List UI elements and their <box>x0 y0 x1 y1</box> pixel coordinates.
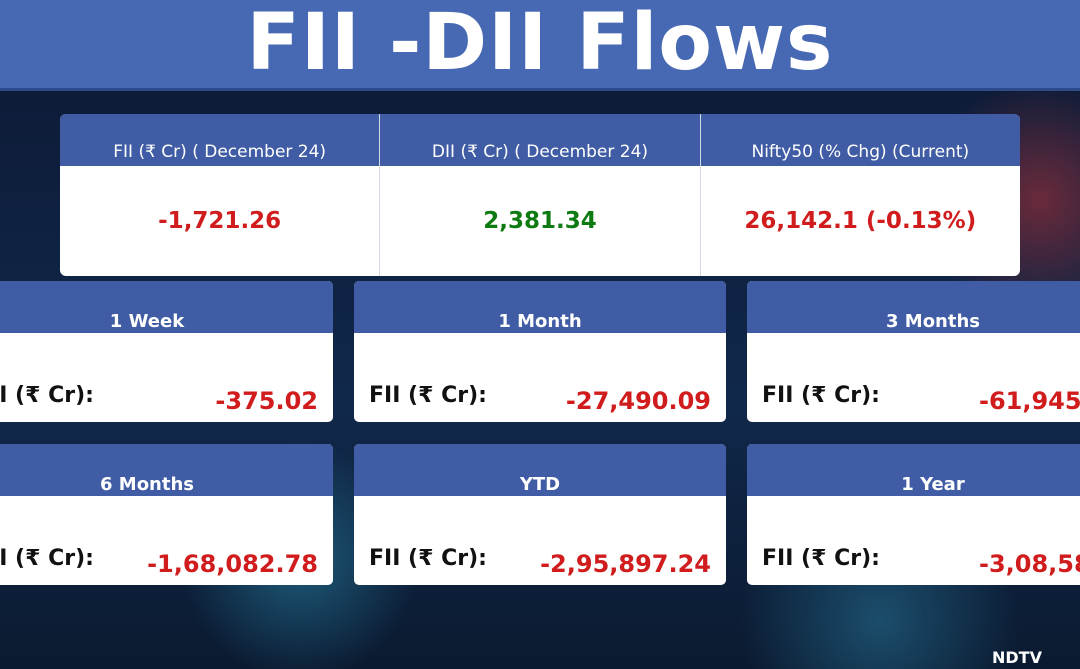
column-value: 2,381.34 <box>483 208 597 234</box>
card-value: -27,490.09 <box>565 387 711 415</box>
card-header: 3 Months <box>747 281 1080 333</box>
card-value: -1,68,082.78 <box>147 550 318 578</box>
column-header: FII (₹ Cr) ( December 24) <box>60 114 380 166</box>
card-label: FII (₹ Cr): <box>0 546 94 571</box>
card-header: YTD <box>354 444 726 496</box>
card-header: 1 Week <box>0 281 333 333</box>
summary-column: Nifty50 (% Chg) (Current) 26,142.1 (-0.13… <box>700 114 1020 276</box>
title: FII -DII Flows <box>246 0 834 88</box>
column-header: DII (₹ Cr) ( December 24) <box>380 114 700 166</box>
summary-column: DII (₹ Cr) ( December 24) 2,381.34 <box>380 114 701 276</box>
card-label: FII (₹ Cr): <box>0 383 94 408</box>
period-card: 1 Month FII (₹ Cr): -27,490.09 <box>354 281 726 422</box>
column-header: Nifty50 (% Chg) (Current) <box>700 114 1020 166</box>
card-value: -61,945.4 <box>979 387 1080 415</box>
period-card: 6 Months FII (₹ Cr): -1,68,082.78 <box>0 444 333 585</box>
card-header: 1 Month <box>354 281 726 333</box>
column-value: -1,721.26 <box>158 208 282 234</box>
card-label: FII (₹ Cr): <box>369 383 487 408</box>
card-value: -2,95,897.24 <box>540 550 711 578</box>
card-label: FII (₹ Cr): <box>369 546 487 571</box>
period-card: 1 Year FII (₹ Cr): -3,08,589.7 <box>747 444 1080 585</box>
card-value: -3,08,589.7 <box>979 550 1080 578</box>
card-label: FII (₹ Cr): <box>762 546 880 571</box>
period-card: YTD FII (₹ Cr): -2,95,897.24 <box>354 444 726 585</box>
card-header: 6 Months <box>0 444 333 496</box>
card-value: -375.02 <box>215 387 318 415</box>
card-header: 1 Year <box>747 444 1080 496</box>
summary-column: FII (₹ Cr) ( December 24) -1,721.26 <box>60 114 381 276</box>
title-bar: FII -DII Flows <box>0 0 1080 91</box>
summary-table: FII (₹ Cr) ( December 24) -1,721.26 DII (₹… <box>60 114 1020 276</box>
card-label: FII (₹ Cr): <box>762 383 880 408</box>
period-card: 1 Week FII (₹ Cr): -375.02 <box>0 281 333 422</box>
period-card: 3 Months FII (₹ Cr): -61,945.4 <box>747 281 1080 422</box>
column-value: 26,142.1 (-0.13%) <box>744 208 977 234</box>
logo: NDTV <box>992 648 1042 667</box>
